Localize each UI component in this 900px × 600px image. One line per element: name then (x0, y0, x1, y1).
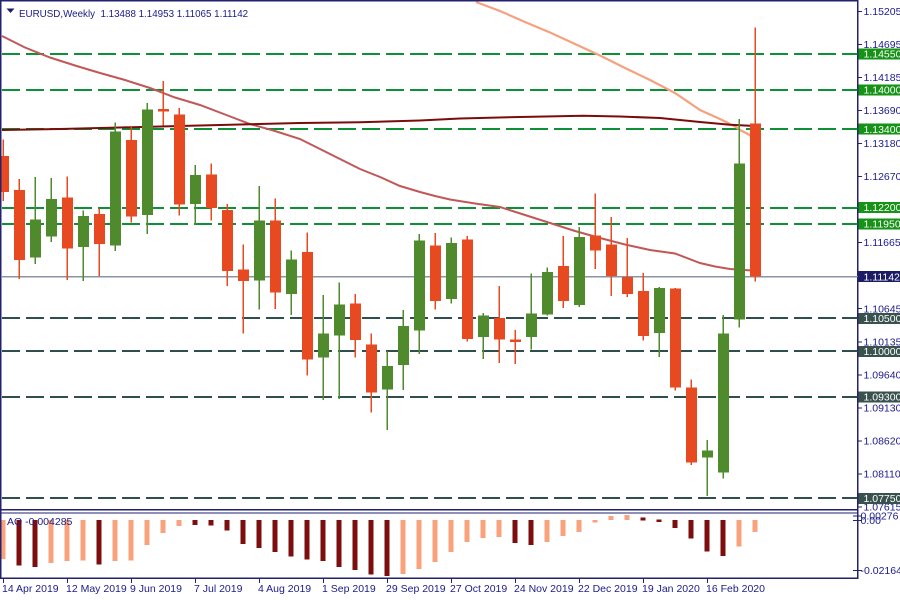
svg-text:1.10500: 1.10500 (864, 313, 900, 325)
svg-text:22 Dec 2019: 22 Dec 2019 (578, 583, 638, 595)
svg-text:9 Jun 2019: 9 Jun 2019 (130, 583, 182, 595)
svg-text:1.11142: 1.11142 (864, 271, 900, 283)
svg-text:1.07615: 1.07615 (864, 502, 900, 514)
svg-text:1.13180: 1.13180 (864, 138, 900, 150)
svg-text:1.14000: 1.14000 (864, 85, 900, 97)
svg-text:29 Sep 2019: 29 Sep 2019 (386, 583, 446, 595)
svg-text:1.09130: 1.09130 (864, 403, 900, 415)
svg-text:1.09640: 1.09640 (864, 369, 900, 381)
svg-text:12 May 2019: 12 May 2019 (66, 583, 127, 595)
svg-text:7 Jul 2019: 7 Jul 2019 (194, 583, 243, 595)
svg-text:1.08110: 1.08110 (864, 469, 900, 481)
svg-text:14 Apr 2019: 14 Apr 2019 (2, 583, 59, 595)
svg-text:1.12200: 1.12200 (864, 202, 900, 214)
svg-text:19 Jan 2020: 19 Jan 2020 (642, 583, 700, 595)
svg-text:27 Oct 2019: 27 Oct 2019 (450, 583, 507, 595)
svg-text:1.13690: 1.13690 (864, 105, 900, 117)
svg-text:1.14550: 1.14550 (864, 49, 900, 61)
svg-text:1.08620: 1.08620 (864, 436, 900, 448)
svg-text:1.13400: 1.13400 (864, 124, 900, 136)
svg-text:EURUSD,Weekly 1.13488 1.14953: EURUSD,Weekly 1.13488 1.14953 1.11065 1.… (19, 9, 248, 20)
svg-text:24 Nov 2019: 24 Nov 2019 (514, 583, 574, 595)
svg-text:AO -0.004285: AO -0.004285 (7, 516, 73, 528)
svg-text:1.12670: 1.12670 (864, 171, 900, 183)
svg-text:1.15205: 1.15205 (864, 6, 900, 18)
svg-text:1.10135: 1.10135 (864, 336, 900, 348)
svg-text:1.14185: 1.14185 (864, 72, 900, 84)
svg-text:1.11950: 1.11950 (864, 219, 900, 231)
svg-text:1.11665: 1.11665 (864, 237, 900, 249)
svg-text:1 Sep 2019: 1 Sep 2019 (322, 583, 376, 595)
svg-text:1.09300: 1.09300 (864, 392, 900, 404)
svg-text:1.07750: 1.07750 (864, 493, 900, 505)
svg-text:0.00: 0.00 (861, 515, 882, 527)
svg-text:0.00276: 0.00276 (861, 511, 899, 523)
svg-text:4 Aug 2019: 4 Aug 2019 (258, 583, 311, 595)
svg-text:1.10645: 1.10645 (864, 303, 900, 315)
svg-text:16 Feb 2020: 16 Feb 2020 (706, 583, 765, 595)
svg-text:1.14695: 1.14695 (864, 39, 900, 51)
svg-text:1.10000: 1.10000 (864, 346, 900, 358)
